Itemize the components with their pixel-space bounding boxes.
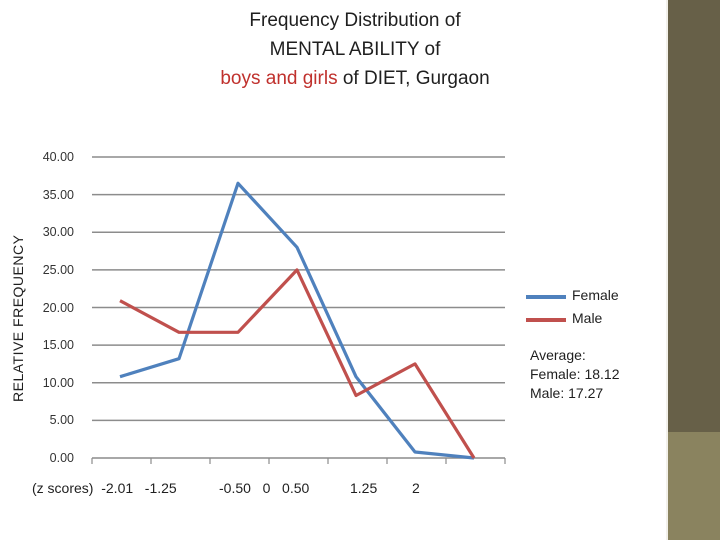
y-tick-label: 30.00	[42, 225, 74, 240]
average-notes: Average: Female: 18.12 Male: 17.27	[530, 346, 620, 403]
title-line-3: boys and girls of DIET, Gurgaon	[150, 64, 560, 93]
y-tick-label: 0.00	[49, 451, 74, 465]
y-tick-label: 40.00	[42, 150, 74, 164]
x-axis-label-part-3: 1.25	[350, 480, 378, 496]
title-highlight: boys and girls	[220, 68, 338, 89]
y-tick-label: 15.00	[42, 338, 74, 353]
y-tick-label: 25.00	[42, 262, 74, 277]
chart-title: Frequency Distribution of MENTAL ABILITY…	[150, 6, 560, 93]
legend-swatch-female	[526, 295, 566, 299]
x-axis-label-part-1: (z scores) -2.01 -1.25	[32, 480, 177, 496]
chart-panel	[28, 138, 566, 470]
legend-swatch-male	[526, 318, 566, 322]
title-line-1: Frequency Distribution of	[249, 10, 461, 31]
legend-item-male: Male	[526, 309, 686, 331]
series-line-female	[119, 181, 475, 460]
y-tick-label: 35.00	[42, 187, 74, 202]
y-tick-label: 10.00	[42, 375, 74, 390]
average-female: Female: 18.12	[530, 366, 620, 382]
average-heading: Average:	[530, 347, 586, 363]
series-line-male	[119, 268, 476, 459]
legend-label-male: Male	[572, 310, 603, 326]
y-tick-label: 5.00	[49, 413, 74, 428]
legend-label-female: Female	[572, 287, 619, 303]
y-tick-label: 20.00	[42, 300, 74, 315]
x-axis-label-part-4: 2	[412, 480, 420, 496]
average-male: Male: 17.27	[530, 385, 604, 401]
legend-item-female: Female	[526, 286, 686, 308]
title-line-3-rest: of DIET, Gurgaon	[337, 68, 490, 89]
x-axis-label-part-2: -0.50 0 0.50	[219, 480, 310, 496]
title-line-2: MENTAL ABILITY of	[269, 39, 441, 60]
side-bar-divider	[666, 0, 668, 540]
side-bar-accent	[666, 432, 720, 540]
